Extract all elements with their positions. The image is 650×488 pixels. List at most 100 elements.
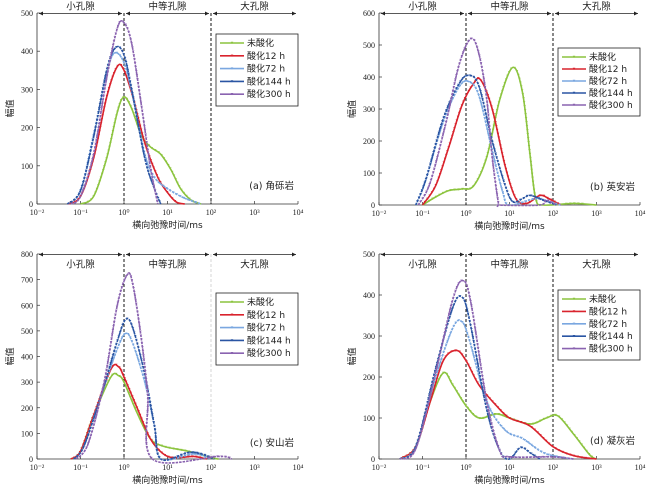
series-marker [433, 385, 436, 388]
series-marker [107, 380, 110, 383]
series-marker [147, 453, 151, 456]
series-marker [483, 85, 487, 89]
series-marker [87, 428, 90, 431]
series-marker [442, 161, 446, 164]
series-marker [95, 134, 99, 137]
series-marker [442, 336, 446, 339]
series-marker [96, 137, 100, 141]
series-marker [437, 359, 440, 362]
series-marker [451, 89, 455, 93]
series-marker [426, 197, 429, 200]
series-marker [590, 455, 594, 458]
series-marker [81, 181, 85, 184]
series-marker [420, 189, 424, 192]
series-marker [114, 46, 118, 49]
series-marker [78, 455, 81, 458]
series-marker [114, 32, 118, 35]
series-marker [502, 86, 505, 89]
series-marker [543, 200, 547, 203]
series-marker [476, 370, 480, 373]
series-marker [524, 117, 528, 120]
series-marker [458, 62, 461, 65]
series-marker [439, 144, 442, 147]
series-marker [530, 426, 533, 429]
series-marker [442, 358, 445, 362]
series-marker [128, 76, 131, 79]
series-marker [457, 66, 460, 69]
series-marker [118, 21, 122, 24]
series-marker [83, 449, 87, 452]
legend-marker-icon [572, 67, 576, 70]
y-tick-label: 0 [371, 455, 375, 464]
series-marker [444, 355, 448, 358]
x-tick-label: 10² [548, 463, 559, 472]
series-marker [496, 406, 500, 409]
series-marker [208, 456, 211, 459]
series-marker [113, 354, 116, 358]
series-marker [444, 121, 448, 124]
series-marker [103, 102, 107, 105]
series-marker [484, 402, 487, 406]
series-marker [442, 371, 445, 375]
series-marker [498, 140, 501, 143]
series-marker [131, 343, 135, 346]
series-marker [90, 142, 94, 145]
series-marker [490, 422, 493, 425]
series-marker [460, 55, 464, 58]
series-marker [538, 194, 542, 197]
series-marker [458, 295, 462, 298]
series-marker [85, 446, 89, 449]
series-marker [107, 67, 110, 70]
series-marker [483, 105, 486, 108]
series-marker [484, 159, 487, 163]
series-marker [115, 305, 119, 308]
x-axis-label: 横向弛豫时间/ms [132, 474, 203, 486]
series-marker [139, 358, 143, 361]
series-marker [483, 386, 486, 390]
series-marker [136, 310, 139, 313]
series-marker [446, 339, 449, 343]
series-marker [441, 340, 445, 343]
series-marker [459, 80, 462, 83]
series-marker [107, 353, 111, 356]
series-marker [97, 122, 101, 126]
series-marker [431, 197, 434, 200]
series-marker [140, 342, 144, 345]
series-marker [117, 106, 120, 110]
legend-label: 酸化300 h [589, 343, 633, 355]
series-marker [487, 121, 491, 124]
arrow-head-left-icon [468, 252, 472, 257]
series-marker [176, 456, 180, 460]
series-marker [131, 96, 135, 99]
series-marker [512, 434, 516, 437]
series-marker [445, 117, 449, 120]
series-marker [491, 109, 494, 112]
arrow-head-right-icon [292, 252, 296, 257]
series-marker [494, 124, 498, 128]
series-marker [480, 371, 484, 374]
series-marker [430, 158, 433, 161]
series-marker [554, 413, 557, 417]
series-marker [133, 347, 136, 350]
series-marker [135, 355, 139, 358]
legend-label: 酸化72 h [247, 322, 285, 334]
series-marker [526, 129, 529, 132]
series-marker [489, 418, 492, 421]
series-marker [561, 456, 565, 459]
series-marker [419, 200, 422, 203]
series-marker [511, 200, 515, 204]
series-marker [437, 152, 440, 155]
series-marker [158, 200, 162, 203]
series-marker [528, 152, 532, 156]
series-marker [457, 393, 461, 396]
series-marker [216, 455, 219, 458]
series-marker [450, 328, 454, 331]
series-marker [140, 338, 143, 341]
series-marker [103, 165, 106, 168]
series-marker [461, 51, 465, 54]
series-marker [509, 456, 513, 459]
series-marker [153, 149, 157, 152]
series-marker [487, 132, 490, 136]
series-marker [156, 197, 160, 200]
